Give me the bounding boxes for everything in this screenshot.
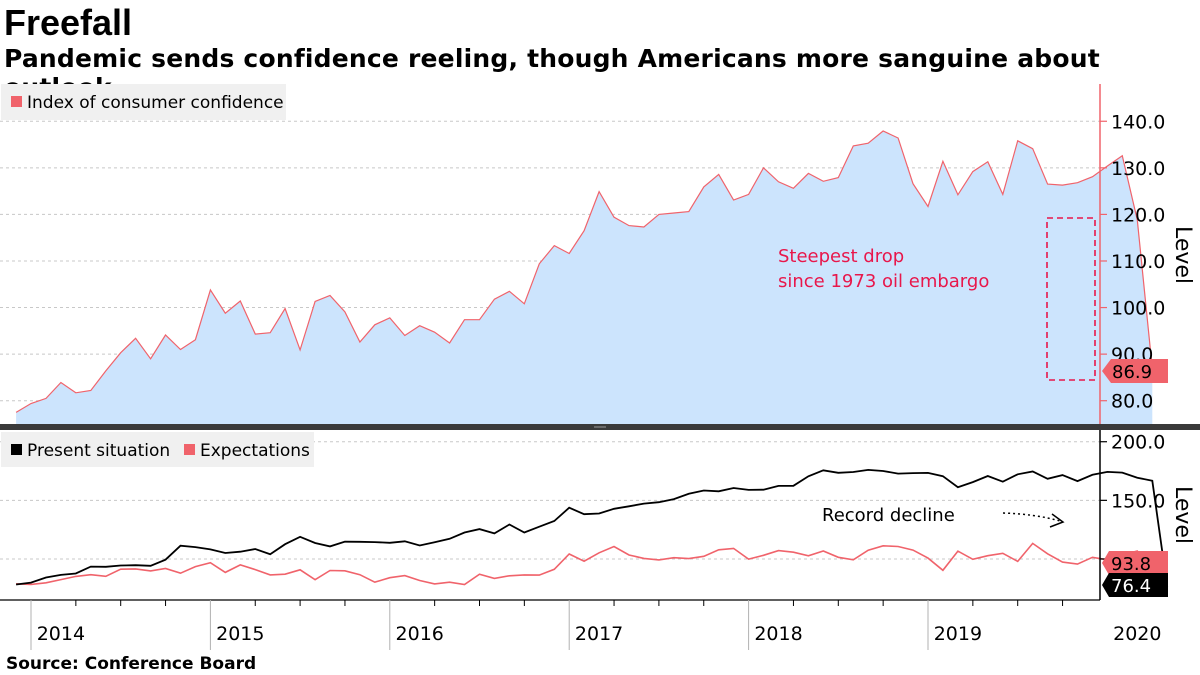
steepest-drop-annotation-1: Steepest drop [778, 246, 904, 267]
record-decline-annotation: Record decline [822, 505, 955, 526]
top-legend-box [1, 84, 286, 120]
x-year-label: 2020 [1113, 623, 1161, 645]
bottom-legend-box [1, 432, 314, 467]
confidence-legend-swatch [11, 96, 22, 107]
top-y-tick-label: 80.0 [1111, 391, 1153, 413]
top-y-tick-label: 100.0 [1111, 298, 1165, 320]
confidence-line [15, 130, 1153, 413]
x-year-label: 2014 [37, 623, 85, 645]
record-decline-arrowhead [1049, 513, 1065, 528]
bottom-y-tick-label: 150.0 [1111, 490, 1165, 512]
expectations-legend-swatch [184, 444, 195, 455]
x-year-label: 2017 [575, 623, 623, 645]
x-year-label: 2019 [934, 623, 982, 645]
top-y-tick-label: 140.0 [1111, 111, 1165, 133]
top-y-axis-title: Level [1170, 226, 1195, 284]
present-legend-label: Present situation [27, 441, 170, 461]
confidence-last-value: 86.9 [1112, 362, 1152, 383]
chart-title: Freefall [4, 2, 133, 43]
top-y-tick-label: 110.0 [1111, 251, 1165, 273]
record-decline-arrow [1002, 512, 1061, 522]
top-y-tick-label: 130.0 [1111, 158, 1165, 180]
confidence-legend-label: Index of consumer confidence [27, 93, 284, 113]
top-y-tick-label: 120.0 [1111, 204, 1165, 226]
x-year-label: 2015 [216, 623, 264, 645]
x-year-label: 2016 [396, 623, 444, 645]
present-legend-swatch [11, 444, 22, 455]
steepest-drop-annotation-2: since 1973 oil embargo [778, 271, 989, 292]
steepest-drop-highlight [1046, 217, 1096, 381]
expectations-last-value-tag [1102, 551, 1168, 575]
x-axis: 2014 2015 2016 2017 2018 2019 2020 [30, 600, 1161, 650]
chart-subtitle: Pandemic sends confidence reeling, thoug… [4, 44, 1100, 102]
bottom-y-tick-label: 200.0 [1111, 432, 1165, 454]
present-last-value-tag [1102, 573, 1168, 597]
present-last-value: 76.4 [1111, 576, 1151, 597]
expectations-last-value: 93.8 [1111, 554, 1151, 575]
confidence-last-value-tag [1102, 359, 1168, 383]
expectations-legend-label: Expectations [200, 441, 310, 461]
bottom-y-axis-title: Level [1170, 486, 1195, 544]
expectations-line [16, 542, 1168, 586]
source-note: Source: Conference Board [6, 654, 257, 674]
present-situation-line [15, 468, 1169, 587]
x-year-label: 2018 [754, 623, 802, 645]
